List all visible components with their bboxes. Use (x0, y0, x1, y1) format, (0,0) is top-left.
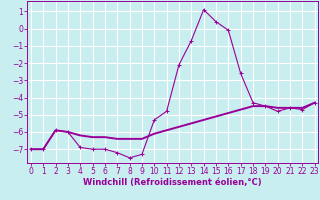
X-axis label: Windchill (Refroidissement éolien,°C): Windchill (Refroidissement éolien,°C) (84, 178, 262, 187)
